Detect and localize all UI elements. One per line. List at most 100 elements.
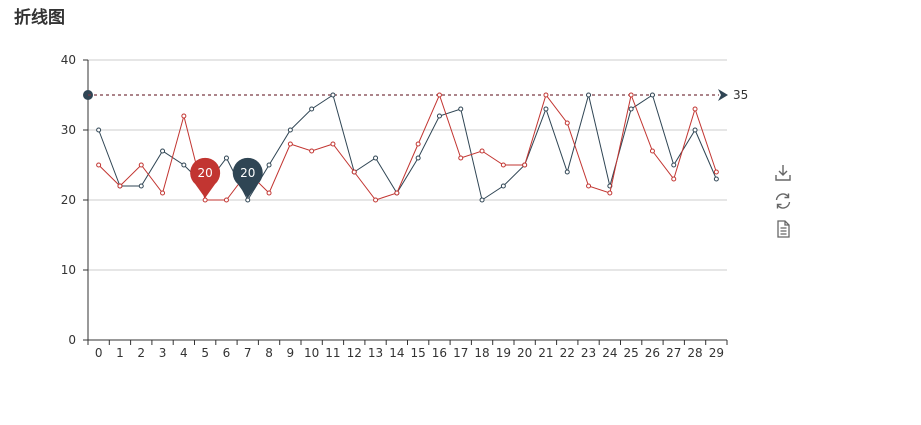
- x-tick-label: 20: [517, 346, 532, 360]
- data-point: [649, 92, 655, 98]
- series-lines: [96, 92, 719, 203]
- data-point: [245, 197, 251, 203]
- data-point: [287, 141, 293, 147]
- x-tick-label: 4: [180, 346, 188, 360]
- series-line: [98, 93, 717, 201]
- data-point: [181, 113, 187, 119]
- mark-line: 35: [83, 88, 748, 102]
- x-tick-label: 5: [201, 346, 209, 360]
- mark-points: 20 20: [190, 157, 263, 198]
- data-point: [586, 92, 592, 98]
- x-tick-label: 29: [709, 346, 724, 360]
- data-view-icon[interactable]: [773, 219, 793, 239]
- data-point: [160, 148, 166, 154]
- data-point: [373, 197, 379, 203]
- pin-marker: [232, 157, 263, 198]
- data-point: [649, 148, 655, 154]
- data-point: [628, 106, 634, 112]
- series-line: [98, 94, 717, 202]
- data-point: [309, 106, 315, 112]
- x-tick-label: 13: [368, 346, 383, 360]
- data-point: [671, 176, 677, 182]
- data-point: [671, 162, 677, 168]
- x-tick-label: 19: [496, 346, 511, 360]
- data-point: [543, 92, 549, 98]
- download-icon[interactable]: [773, 163, 793, 183]
- mark-line-label: 35: [733, 88, 748, 102]
- data-point: [223, 197, 229, 203]
- data-point: [479, 148, 485, 154]
- x-tick-label: 9: [287, 346, 295, 360]
- data-point: [543, 106, 549, 112]
- x-tick-label: 21: [538, 346, 553, 360]
- y-tick-label: 40: [61, 53, 76, 67]
- data-point: [138, 162, 144, 168]
- data-point: [330, 141, 336, 147]
- data-point: [96, 127, 102, 133]
- data-point: [500, 162, 506, 168]
- x-tick-label: 7: [244, 346, 252, 360]
- data-point: [500, 183, 506, 189]
- data-point: [415, 141, 421, 147]
- data-point: [181, 162, 187, 168]
- data-point: [564, 120, 570, 126]
- data-point: [223, 155, 229, 161]
- pin-marker: [190, 157, 221, 198]
- data-point: [628, 92, 634, 98]
- data-point: [138, 183, 144, 189]
- x-tick-label: 16: [432, 346, 447, 360]
- y-tick-label: 20: [61, 193, 76, 207]
- x-tick-label: 15: [411, 346, 426, 360]
- x-tick-label: 3: [159, 346, 167, 360]
- x-tick-label: 17: [453, 346, 468, 360]
- data-point: [266, 190, 272, 196]
- data-point: [351, 169, 357, 175]
- data-point: [564, 169, 570, 175]
- data-point: [266, 162, 272, 168]
- data-point: [373, 155, 379, 161]
- data-point: [607, 190, 613, 196]
- x-tick-label: 10: [304, 346, 319, 360]
- data-point: [586, 183, 592, 189]
- data-point: [458, 155, 464, 161]
- x-tick-label: 26: [645, 346, 660, 360]
- data-point: [394, 190, 400, 196]
- data-point: [96, 162, 102, 168]
- data-point: [713, 169, 719, 175]
- data-point: [287, 127, 293, 133]
- pin-label: 20: [198, 166, 213, 180]
- chart-title: 折线图: [14, 8, 65, 28]
- data-point: [479, 197, 485, 203]
- x-tick-label: 1: [116, 346, 124, 360]
- y-tick-label: 10: [61, 263, 76, 277]
- x-tick-label: 0: [95, 346, 103, 360]
- data-point: [309, 148, 315, 154]
- x-tick-label: 14: [389, 346, 404, 360]
- data-point: [436, 113, 442, 119]
- x-tick-label: 28: [687, 346, 702, 360]
- x-tick-label: 12: [347, 346, 362, 360]
- x-tick-label: 6: [223, 346, 231, 360]
- x-tick-label: 8: [265, 346, 273, 360]
- pin-label: 20: [240, 166, 255, 180]
- refresh-icon[interactable]: [773, 191, 793, 211]
- x-tick-label: 22: [560, 346, 575, 360]
- y-tick-label: 0: [68, 333, 76, 347]
- x-tick-label: 27: [666, 346, 681, 360]
- data-point: [202, 197, 208, 203]
- data-point: [522, 162, 528, 168]
- grid-lines: [88, 59, 727, 271]
- data-point: [692, 127, 698, 133]
- data-point: [692, 106, 698, 112]
- data-point: [117, 183, 123, 189]
- x-tick-label: 18: [474, 346, 489, 360]
- data-point: [436, 92, 442, 98]
- y-tick-label: 30: [61, 123, 76, 137]
- data-point: [458, 106, 464, 112]
- x-tick-label: 23: [581, 346, 596, 360]
- mark-line-arrow: [718, 89, 728, 101]
- x-tick-label: 11: [325, 346, 340, 360]
- data-point: [160, 190, 166, 196]
